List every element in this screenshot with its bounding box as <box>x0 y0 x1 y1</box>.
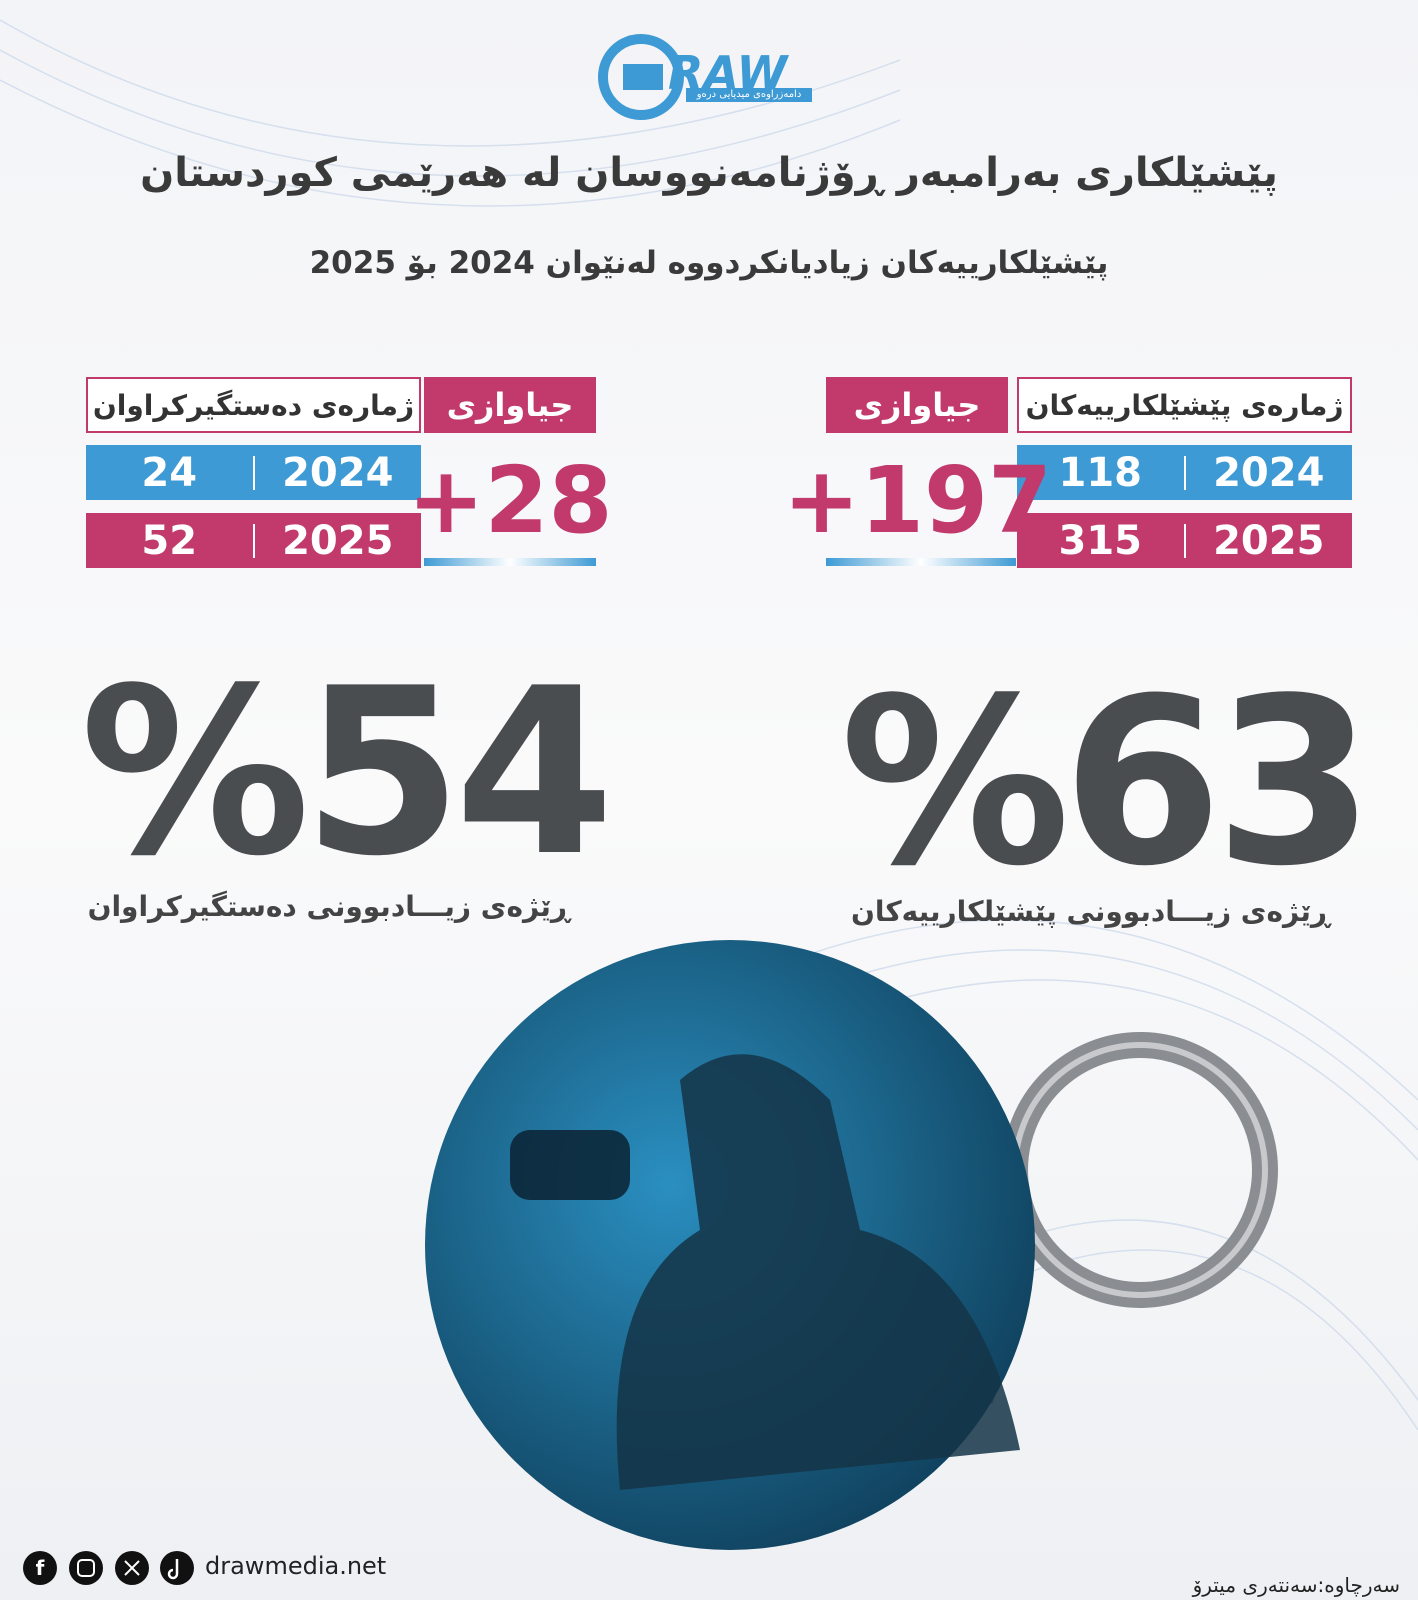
count: 315 <box>1058 517 1143 564</box>
photo-illustration <box>425 940 1278 1550</box>
panel-label: ژمارەی دەستگیرکراوان <box>86 377 421 433</box>
source: سەرچاوە:سەنتەری میترۆ <box>1192 1573 1400 1597</box>
year: 2024 <box>1213 449 1325 496</box>
row-2024: 118 2024 <box>1017 445 1352 500</box>
rate: %54 <box>80 640 615 907</box>
svg-text:f: f <box>36 1556 45 1580</box>
year: 2025 <box>282 517 394 564</box>
row-2024: 24 2024 <box>86 445 421 500</box>
rate-caption: ڕێژەی زیـــادبوونی پێشێلکارییەکان <box>850 895 1330 928</box>
underline <box>424 558 596 566</box>
year: 2025 <box>1213 517 1325 564</box>
subtitle: پێشێلکارییەکان زیادیانکردووە لەنێوان 202… <box>309 245 1109 281</box>
row-2025: 315 2025 <box>1017 513 1352 568</box>
underline <box>826 558 1016 566</box>
social-icons: f <box>23 1551 194 1585</box>
year: 2024 <box>282 449 394 496</box>
difference-label: جیاوازی <box>826 377 1008 433</box>
row-2025: 52 2025 <box>86 513 421 568</box>
website: drawmedia.net <box>205 1552 387 1580</box>
rate: %63 <box>840 650 1375 917</box>
difference: +28 <box>407 446 613 554</box>
difference: +197 <box>782 446 1053 554</box>
logo-mark <box>598 34 684 120</box>
title: پێشێلکاری بەرامبەر ڕۆژنامەنووسان لە هەرێ… <box>140 150 1278 196</box>
panel-label: ژمارەی پێشێلکارییەکان <box>1017 377 1352 433</box>
logo-tagline: دامەزراوەی میدیایی درەو <box>686 88 812 102</box>
count: 24 <box>141 449 198 496</box>
count: 118 <box>1058 449 1143 496</box>
difference-label: جیاوازی <box>424 377 596 433</box>
count: 52 <box>141 517 198 564</box>
rate-caption: ڕێژەی زیـــادبوونی دەستگیرکراوان <box>87 890 570 923</box>
